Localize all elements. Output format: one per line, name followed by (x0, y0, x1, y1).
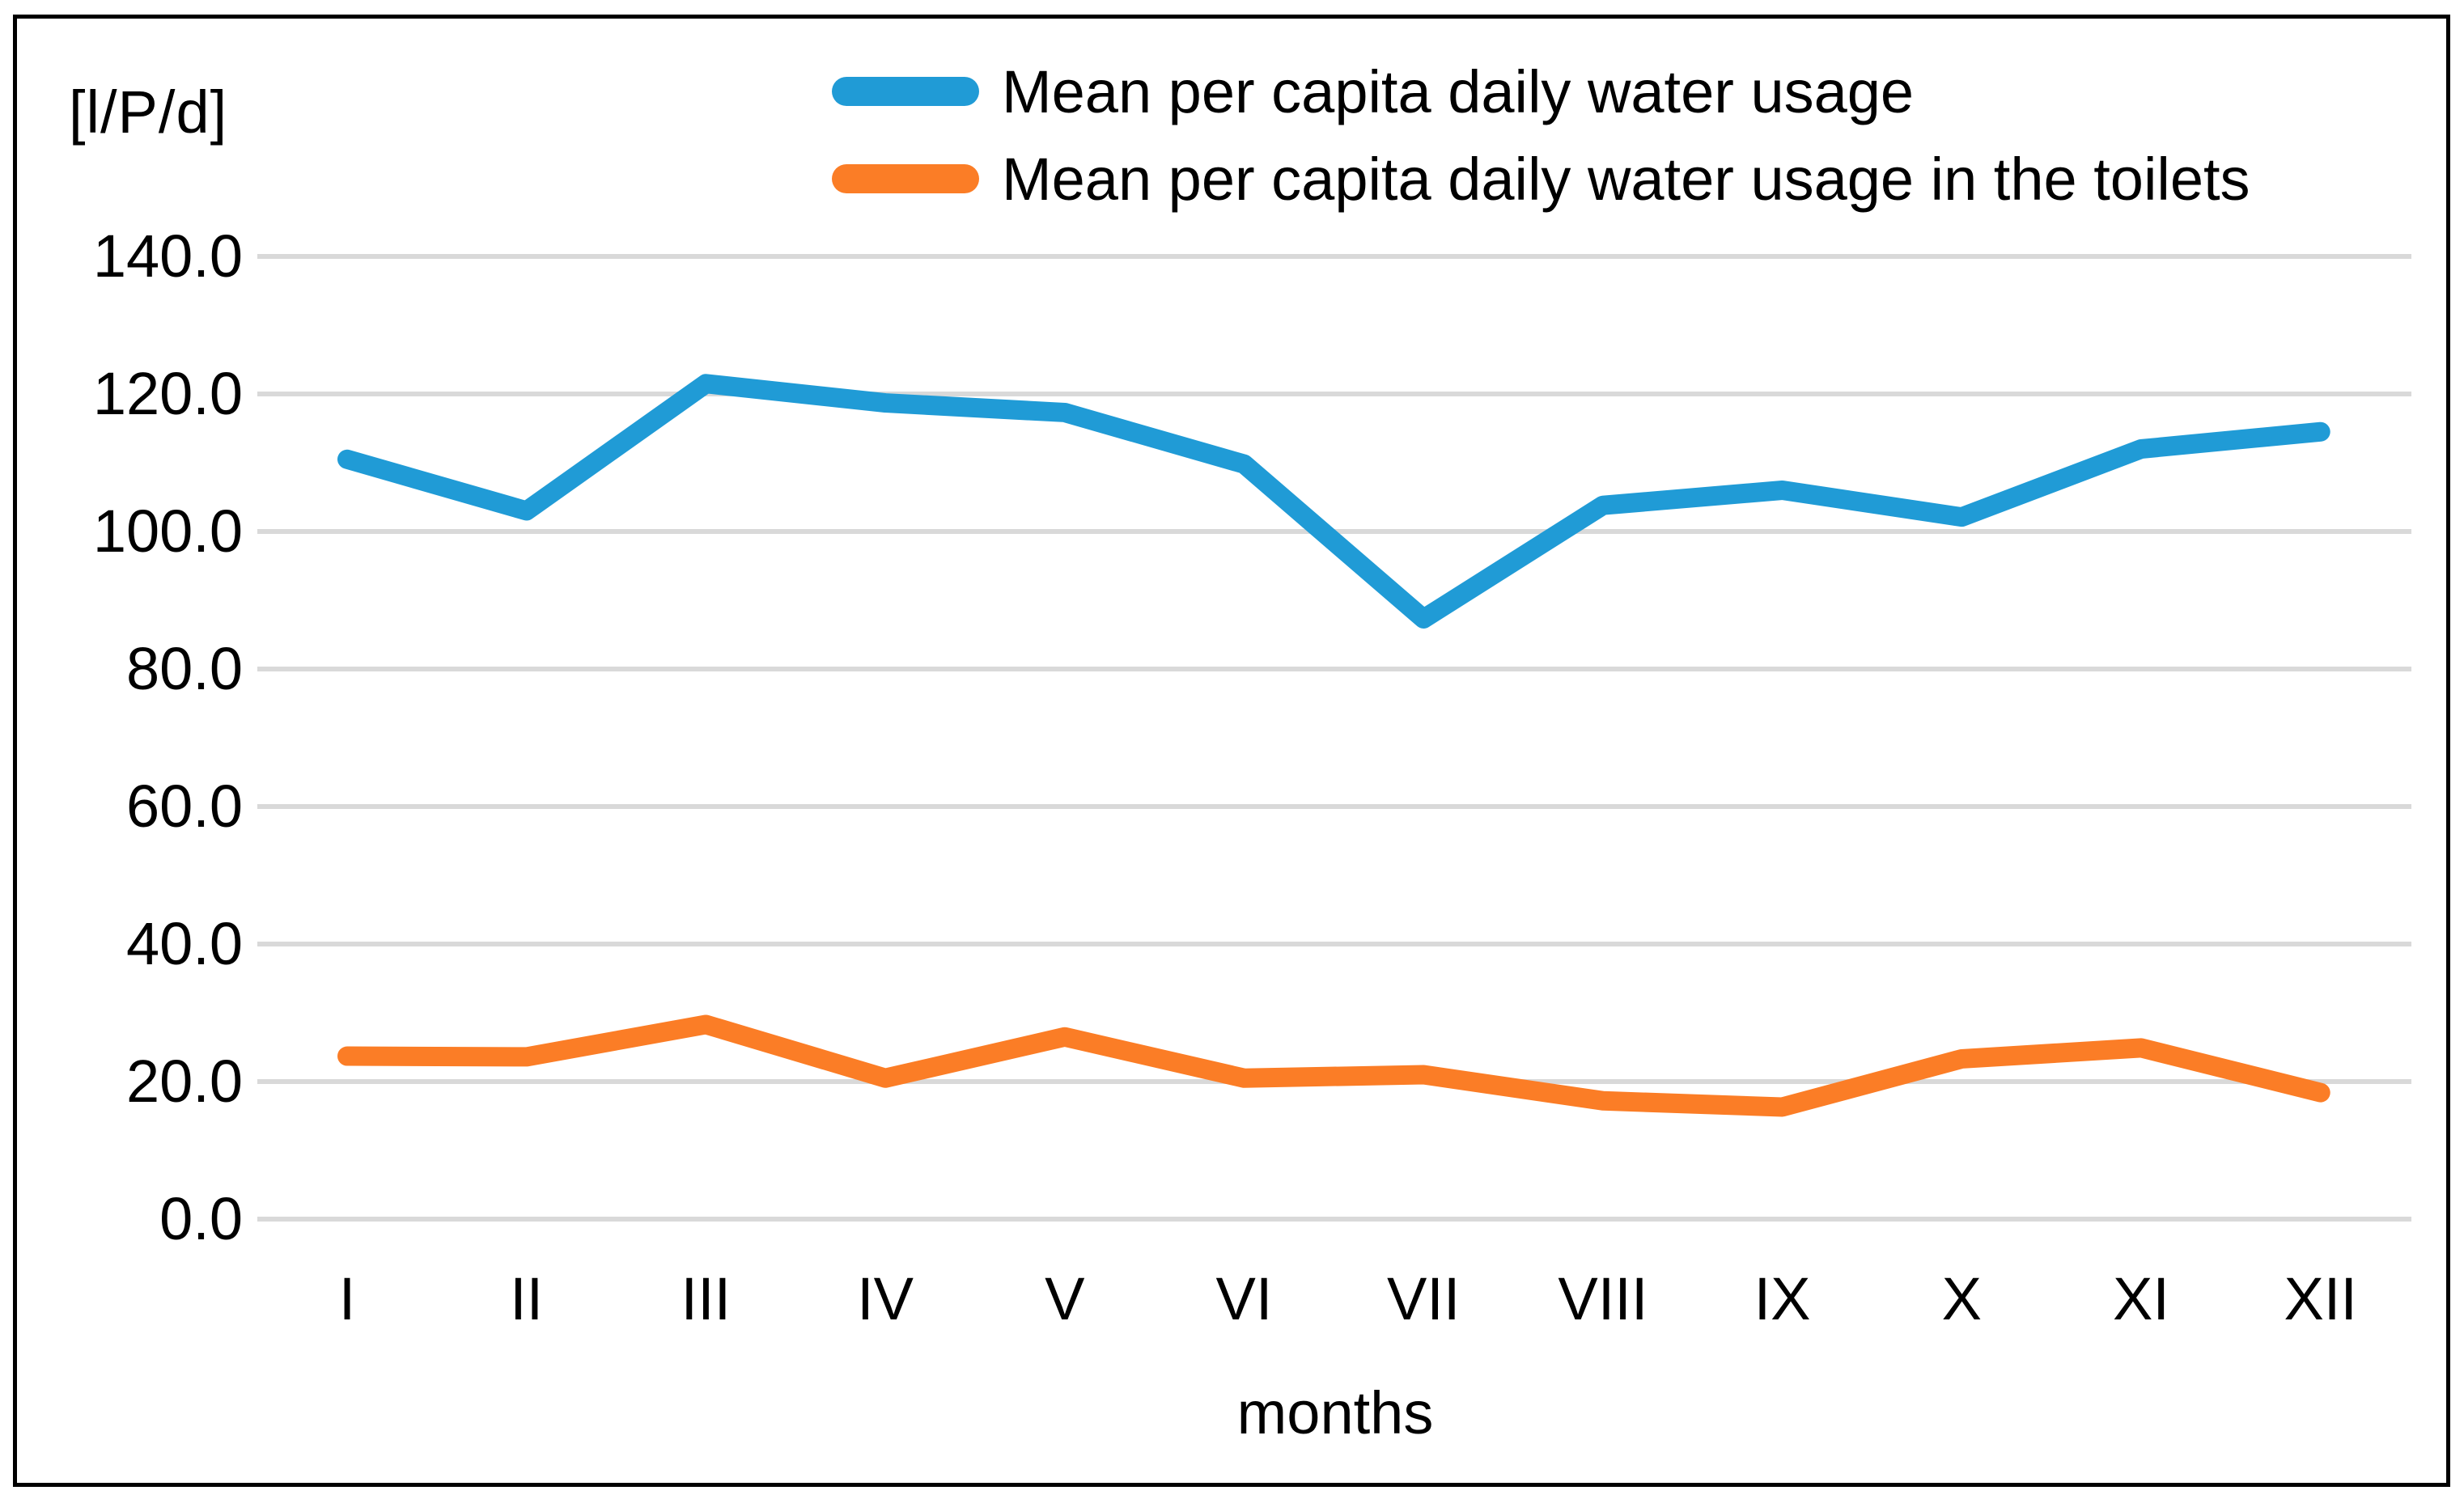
y-tick-label: 140.0 (93, 222, 243, 290)
y-tick-labels: 0.0 20.0 40.0 60.0 80.0 100.0 120.0 140.0 (93, 222, 243, 1252)
x-tick-label: X (1942, 1265, 1982, 1332)
x-tick-label: VIII (1558, 1265, 1648, 1332)
y-axis-unit-label: [l/P/d] (69, 78, 228, 146)
series-lines (337, 374, 2330, 1117)
y-tick-label: 60.0 (126, 773, 243, 840)
series-line (337, 374, 2330, 629)
x-tick-label: IX (1754, 1265, 1811, 1332)
legend-swatch-orange-icon (832, 164, 979, 193)
legend-swatch-blue-icon (832, 77, 979, 106)
legend-label: Mean per capita daily water usage in the… (1002, 145, 2250, 213)
y-tick-label: 80.0 (126, 635, 243, 702)
legend: Mean per capita daily water usage Mean p… (832, 57, 2250, 213)
x-tick-labels: I II III IV V VI VII VIII IX X XI XII (339, 1265, 2357, 1332)
y-tick-label: 0.0 (159, 1185, 243, 1252)
x-tick-label: XI (2113, 1265, 2169, 1332)
x-tick-label: IV (857, 1265, 914, 1332)
x-tick-label: I (339, 1265, 356, 1332)
y-tick-label: 40.0 (126, 910, 243, 977)
x-tick-label: III (681, 1265, 732, 1332)
y-tick-label: 100.0 (93, 498, 243, 565)
x-tick-label: V (1045, 1265, 1085, 1332)
x-tick-label: II (510, 1265, 543, 1332)
y-tick-label: 120.0 (93, 360, 243, 427)
x-axis-title: months (1237, 1379, 1434, 1446)
series-line (337, 1014, 2330, 1117)
y-tick-label: 20.0 (126, 1048, 243, 1115)
x-tick-label: VI (1216, 1265, 1273, 1332)
legend-item-toilet-water-usage: Mean per capita daily water usage in the… (832, 146, 2250, 213)
legend-item-water-usage: Mean per capita daily water usage (832, 57, 2250, 125)
x-tick-label: XII (2284, 1265, 2356, 1332)
x-tick-label: VII (1387, 1265, 1460, 1332)
chart-outer-border (13, 15, 2450, 1487)
legend-label: Mean per capita daily water usage (1002, 57, 1915, 125)
